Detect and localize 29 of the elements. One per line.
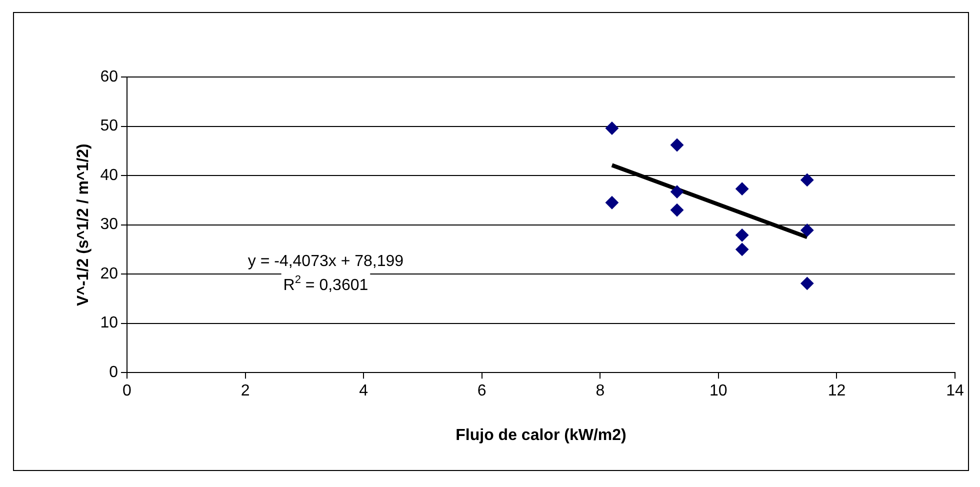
y-tick-label: 40 bbox=[100, 166, 118, 184]
point bbox=[670, 138, 684, 152]
x-tick-label: 12 bbox=[828, 382, 846, 400]
x-axis-title: Flujo de calor (kW/m2) bbox=[456, 426, 626, 444]
x-tick-label: 2 bbox=[240, 382, 250, 400]
y-tick-label: 30 bbox=[100, 216, 118, 234]
annotation: y = -4,4073x + 78,199 bbox=[248, 253, 404, 270]
y-tick-label: 10 bbox=[100, 314, 118, 332]
x-tick-label: 0 bbox=[122, 382, 132, 400]
point bbox=[605, 122, 618, 135]
y-tick-label: 50 bbox=[100, 118, 118, 135]
point bbox=[800, 276, 814, 290]
point bbox=[670, 185, 684, 198]
y-tick-label: 20 bbox=[100, 265, 118, 282]
y-tick-label: 60 bbox=[100, 68, 118, 86]
x-tick-label: 10 bbox=[710, 382, 728, 400]
point bbox=[736, 182, 749, 196]
x-tick-label: 4 bbox=[359, 382, 368, 400]
point bbox=[605, 196, 618, 210]
x-tick-label: 6 bbox=[477, 382, 486, 400]
point bbox=[800, 173, 814, 186]
point bbox=[670, 204, 684, 217]
point bbox=[736, 228, 749, 242]
point bbox=[800, 224, 814, 237]
y-tick-label: 0 bbox=[109, 364, 118, 382]
y-axis-title: V^-1/2 (s^1/2 / m^1/2) bbox=[75, 144, 92, 306]
point bbox=[736, 242, 749, 256]
x-tick-label: 14 bbox=[946, 382, 964, 400]
x-tick-label: 8 bbox=[596, 382, 605, 400]
